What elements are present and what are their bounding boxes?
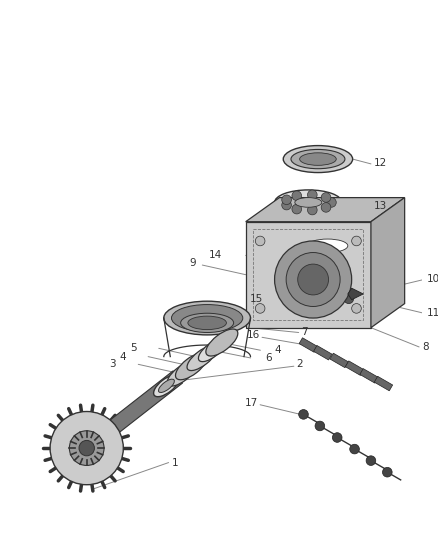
Circle shape xyxy=(332,297,342,306)
Text: 7: 7 xyxy=(301,327,308,336)
Circle shape xyxy=(332,433,342,442)
Text: 10: 10 xyxy=(427,273,438,284)
Circle shape xyxy=(255,236,265,246)
Polygon shape xyxy=(246,222,371,328)
Circle shape xyxy=(69,431,104,465)
Circle shape xyxy=(344,294,353,304)
Circle shape xyxy=(350,445,359,454)
Ellipse shape xyxy=(180,313,233,333)
Circle shape xyxy=(282,195,291,205)
Circle shape xyxy=(292,191,301,200)
Polygon shape xyxy=(360,369,378,383)
Polygon shape xyxy=(374,376,392,391)
Polygon shape xyxy=(82,371,183,454)
Circle shape xyxy=(50,411,124,484)
Circle shape xyxy=(299,409,308,419)
Ellipse shape xyxy=(154,375,179,397)
Ellipse shape xyxy=(159,379,174,392)
Ellipse shape xyxy=(167,362,196,386)
Text: 8: 8 xyxy=(422,342,429,352)
Circle shape xyxy=(327,198,336,207)
Polygon shape xyxy=(345,361,364,375)
Ellipse shape xyxy=(176,353,208,379)
Circle shape xyxy=(352,236,361,246)
Circle shape xyxy=(286,253,340,306)
Ellipse shape xyxy=(307,239,348,253)
Circle shape xyxy=(307,205,317,215)
Text: 14: 14 xyxy=(208,251,222,261)
Circle shape xyxy=(282,200,291,210)
Circle shape xyxy=(313,289,323,299)
Ellipse shape xyxy=(206,329,238,356)
Circle shape xyxy=(352,304,361,313)
Ellipse shape xyxy=(172,304,243,332)
Circle shape xyxy=(366,456,376,465)
Text: 1: 1 xyxy=(172,457,178,467)
Text: 16: 16 xyxy=(247,330,260,341)
Ellipse shape xyxy=(198,339,226,361)
Ellipse shape xyxy=(187,345,217,370)
Circle shape xyxy=(307,190,317,200)
Polygon shape xyxy=(348,288,363,300)
Text: 6: 6 xyxy=(265,353,272,363)
Text: 9: 9 xyxy=(190,258,196,268)
Ellipse shape xyxy=(188,316,226,329)
Text: 11: 11 xyxy=(427,308,438,318)
Polygon shape xyxy=(246,198,405,222)
Circle shape xyxy=(292,204,301,214)
Circle shape xyxy=(298,264,328,295)
Polygon shape xyxy=(330,353,348,368)
Circle shape xyxy=(321,192,331,203)
Ellipse shape xyxy=(283,146,353,173)
Text: 4: 4 xyxy=(275,345,282,355)
Polygon shape xyxy=(371,198,405,328)
Circle shape xyxy=(79,440,95,456)
Circle shape xyxy=(328,286,337,296)
Text: 13: 13 xyxy=(374,201,387,211)
Ellipse shape xyxy=(291,149,345,169)
Circle shape xyxy=(382,467,392,477)
Polygon shape xyxy=(314,345,332,360)
Text: 12: 12 xyxy=(374,158,387,168)
Circle shape xyxy=(321,203,331,212)
Text: 2: 2 xyxy=(297,359,304,369)
Polygon shape xyxy=(299,338,318,352)
Text: 3: 3 xyxy=(110,359,116,369)
Ellipse shape xyxy=(164,301,251,335)
Ellipse shape xyxy=(300,153,336,165)
Ellipse shape xyxy=(275,190,342,215)
Text: 17: 17 xyxy=(245,398,258,408)
Circle shape xyxy=(275,241,352,318)
Circle shape xyxy=(315,421,325,431)
Text: 4: 4 xyxy=(119,352,126,361)
Ellipse shape xyxy=(299,235,357,256)
Bar xyxy=(254,229,363,320)
Text: 5: 5 xyxy=(130,343,137,353)
Ellipse shape xyxy=(295,198,322,207)
Circle shape xyxy=(340,282,350,292)
Circle shape xyxy=(255,304,265,313)
Text: 15: 15 xyxy=(250,294,263,304)
